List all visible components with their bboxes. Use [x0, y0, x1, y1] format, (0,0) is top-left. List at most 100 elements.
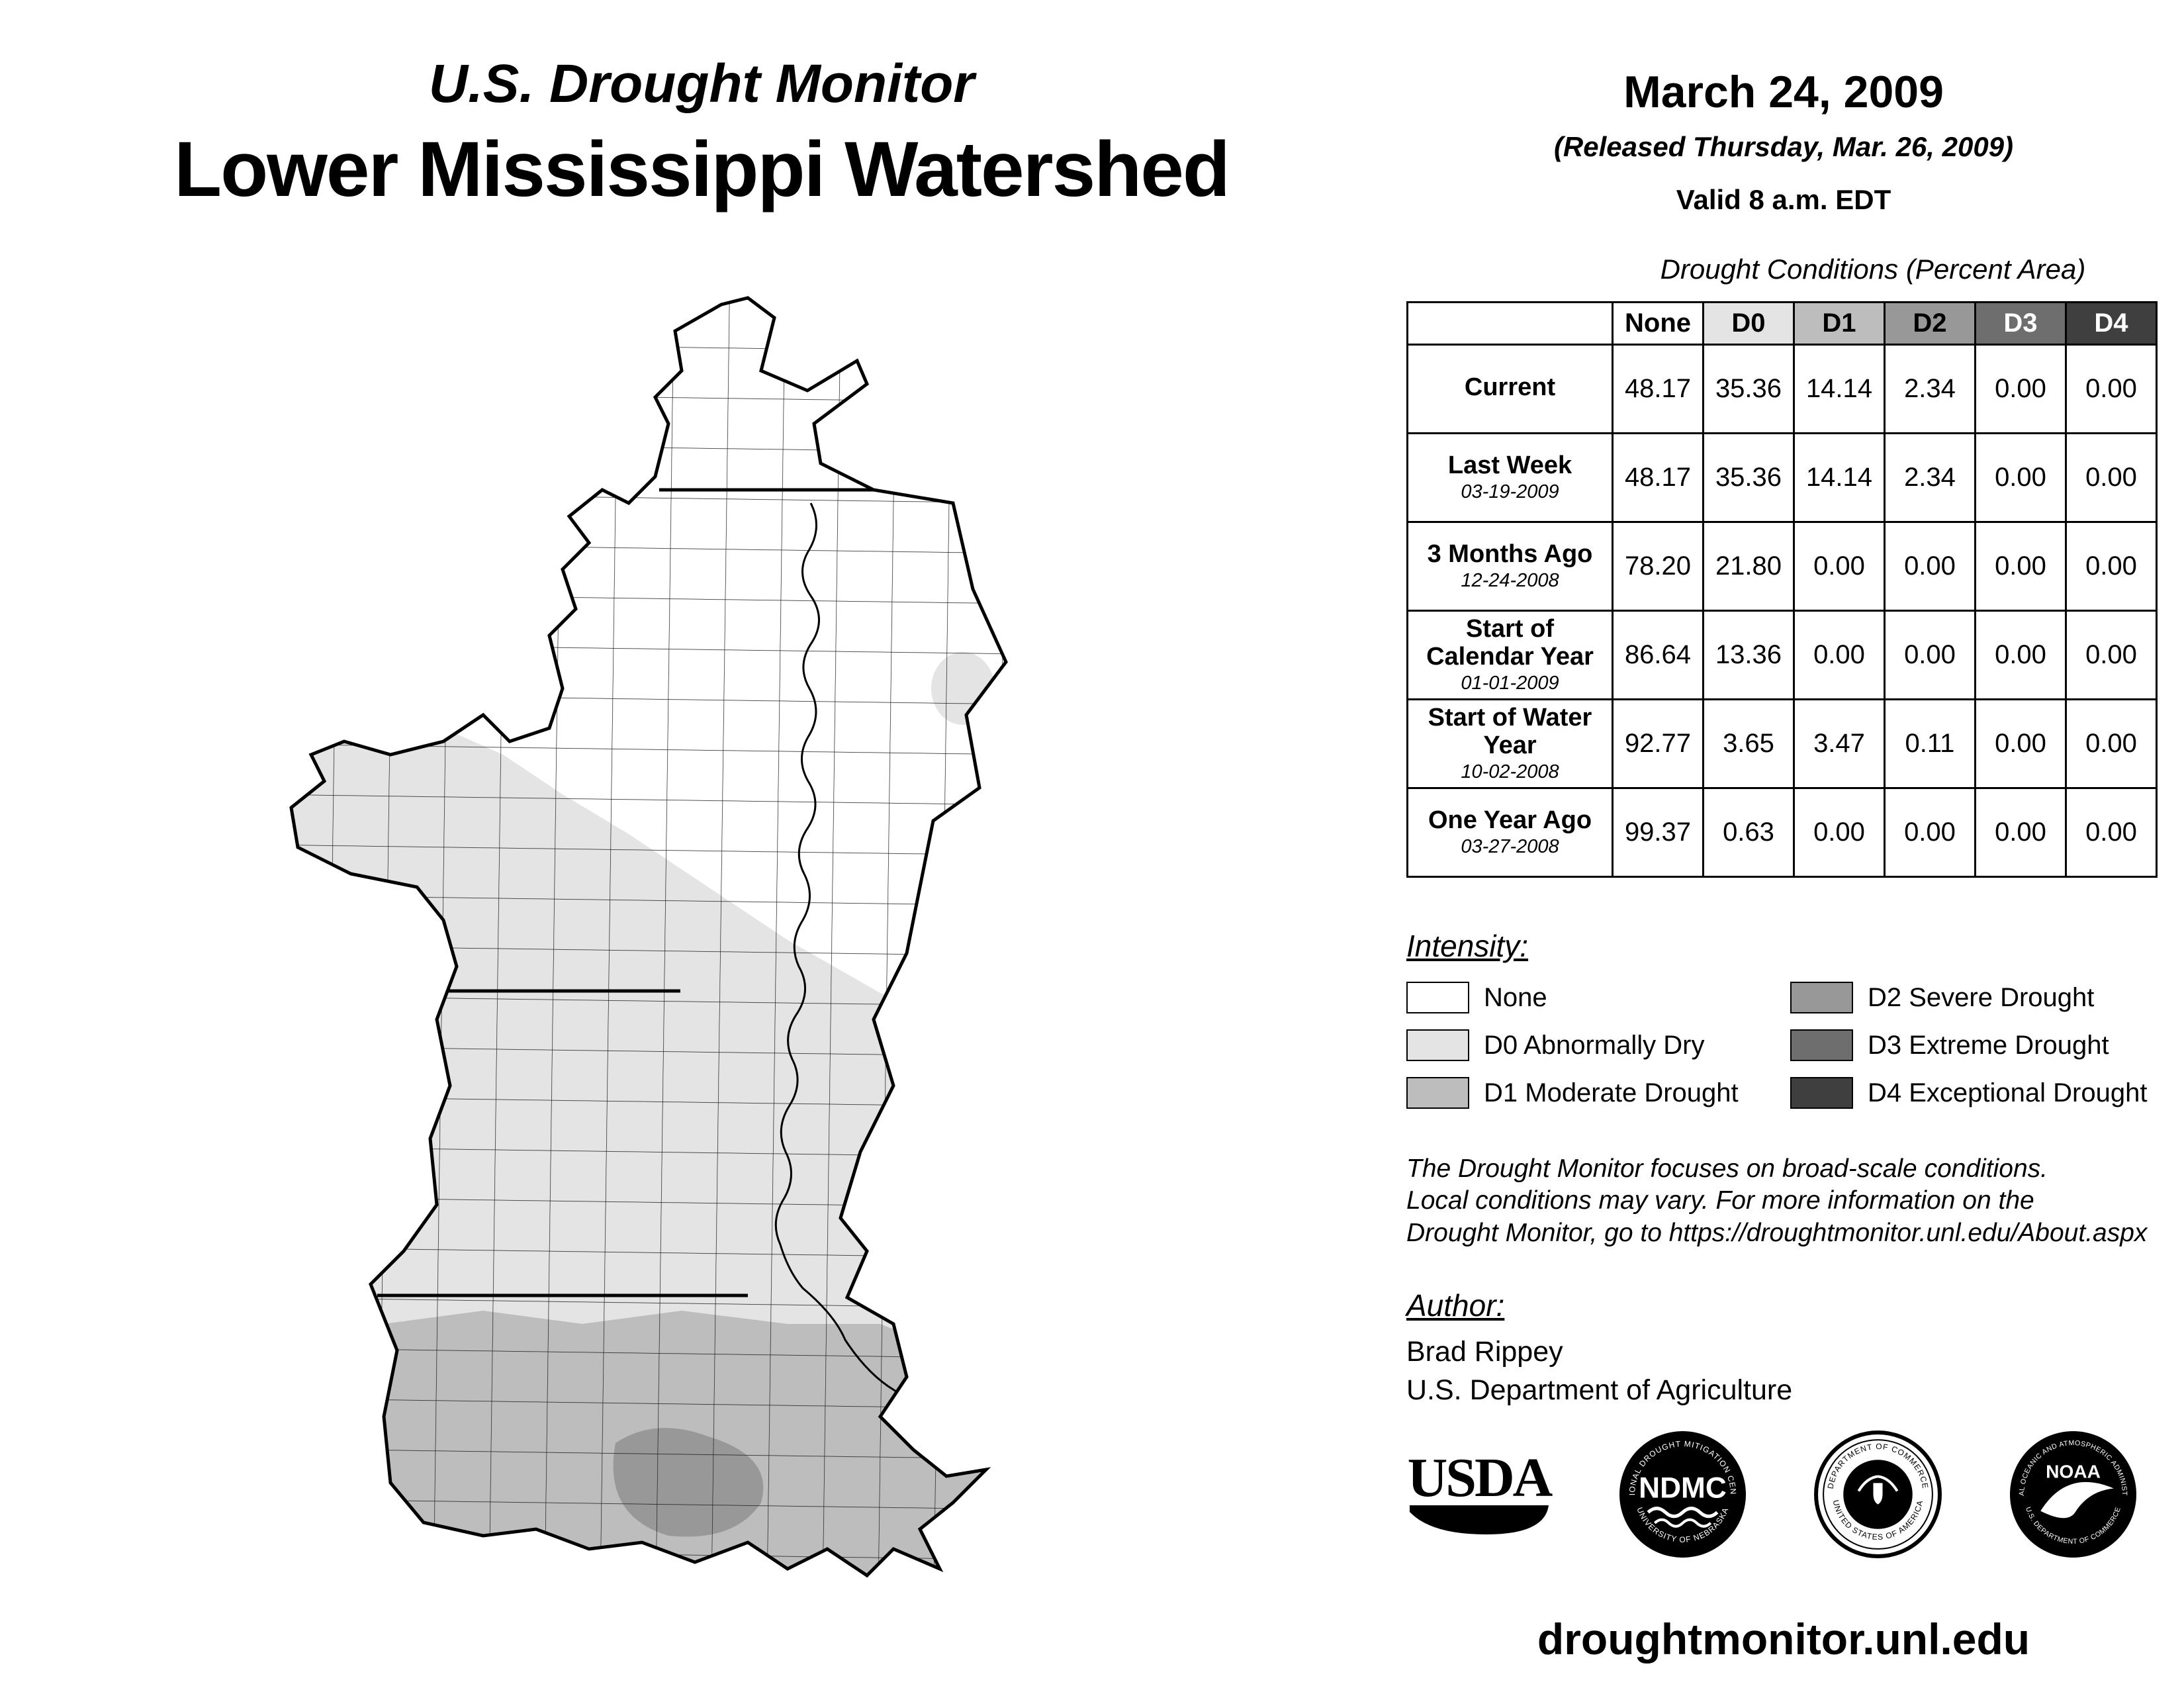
table-cell: 0.11: [1884, 698, 1976, 789]
table-cell: 0.00: [1793, 787, 1886, 878]
table-cell: 0.63: [1702, 787, 1795, 878]
doc-eagle-shield-icon: [1873, 1483, 1883, 1505]
table-cell: 35.36: [1702, 432, 1795, 523]
region-title: Lower Mississippi Watershed: [173, 126, 1230, 213]
table-cell: 21.80: [1702, 521, 1795, 612]
table-cell: 0.00: [2065, 610, 2158, 700]
legend-label: D2 Severe Drought: [1868, 982, 2095, 1012]
row-label-text: Start of Calendar Year: [1426, 614, 1594, 671]
row-label-date: 03-27-2008: [1461, 836, 1559, 858]
table-cell: 0.00: [1884, 610, 1976, 700]
row-label-start-calendar-year: Start of Calendar Year 01-01-2009: [1406, 610, 1614, 700]
footer-url: droughtmonitor.unl.edu: [1537, 1615, 2030, 1664]
usda-swoosh-icon: [1409, 1505, 1549, 1535]
legend-label: D0 Abnormally Dry: [1484, 1030, 1705, 1060]
legend-label: D4 Exceptional Drought: [1868, 1078, 2148, 1107]
legend-item-none: None: [1406, 982, 1790, 1013]
table-cell: 48.17: [1612, 344, 1704, 434]
row-label-start-water-year: Start of Water Year 10-02-2008: [1406, 698, 1614, 789]
table-cell: 2.34: [1884, 432, 1976, 523]
row-label-date: 10-02-2008: [1461, 761, 1559, 783]
table-header-row: None D0 D1 D2 D3 D4: [1406, 301, 2158, 346]
usda-logo-text: USDA: [1407, 1446, 1553, 1509]
disclaimer-line: The Drought Monitor focuses on broad-sca…: [1406, 1154, 2048, 1183]
table-cell: 0.00: [1974, 610, 2067, 700]
d3-swatch: [1790, 1029, 1853, 1061]
legend-column-left: None D0 Abnormally Dry D1 Moderate Droug…: [1406, 982, 1790, 1109]
column-header-d2: D2: [1884, 301, 1976, 346]
row-label-last-week: Last Week 03-19-2009: [1406, 432, 1614, 523]
table-cell: 78.20: [1612, 521, 1704, 612]
author-heading: Author:: [1406, 1288, 1505, 1323]
table-cell: 0.00: [1884, 521, 1976, 612]
valid-time: Valid 8 a.m. EDT: [1676, 184, 1891, 215]
author-organization: U.S. Department of Agriculture: [1406, 1374, 1793, 1406]
legend-label: D1 Moderate Drought: [1484, 1078, 1739, 1107]
legend-label: D3 Extreme Drought: [1868, 1030, 2109, 1060]
report-title: U.S. Drought Monitor: [428, 54, 975, 114]
ndmc-wave-icon: [1653, 1518, 1712, 1528]
row-label-text: Start of Water Year: [1428, 703, 1592, 759]
row-label-date: 12-24-2008: [1461, 570, 1559, 592]
column-header-d1: D1: [1793, 301, 1886, 346]
agency-logos: USDA NATIONAL DROUGHT MITIGATION CENTER …: [1406, 1430, 2138, 1559]
table-cell: 0.00: [1974, 521, 2067, 612]
row-label-current: Current: [1406, 344, 1614, 434]
county-boundaries: [291, 298, 1006, 1575]
table-row: Current 48.17 35.36 14.14 2.34 0.00 0.00: [1406, 344, 2158, 434]
table-row: Start of Water Year 10-02-2008 92.77 3.6…: [1406, 698, 2158, 789]
table-cell: 13.36: [1702, 610, 1795, 700]
table-row: Last Week 03-19-2009 48.17 35.36 14.14 2…: [1406, 432, 2158, 523]
table-cell: 0.00: [1974, 698, 2067, 789]
table-cell: 14.14: [1793, 344, 1886, 434]
table-cell: 3.47: [1793, 698, 1886, 789]
table-title: Drought Conditions (Percent Area): [1660, 254, 2086, 285]
legend-item-d3: D3 Extreme Drought: [1790, 1029, 2147, 1061]
table-cell: 0.00: [2065, 521, 2158, 612]
table-cell: 0.00: [1884, 787, 1976, 878]
legend-item-d4: D4 Exceptional Drought: [1790, 1077, 2147, 1109]
table-cell: 35.36: [1702, 344, 1795, 434]
commerce-seal-logo: DEPARTMENT OF COMMERCE UNITED STATES OF …: [1814, 1430, 1942, 1558]
column-header-none: None: [1612, 301, 1704, 346]
table-cell: 92.77: [1612, 698, 1704, 789]
doc-eagle-wings-icon: [1857, 1475, 1899, 1492]
table-cell: 0.00: [1974, 344, 2067, 434]
row-label-text: One Year Ago: [1428, 806, 1592, 834]
table-cell: 0.00: [1974, 432, 2067, 523]
ndmc-logo: NATIONAL DROUGHT MITIGATION CENTER UNIVE…: [1618, 1430, 1746, 1558]
table-cell: 48.17: [1612, 432, 1704, 523]
intensity-legend: None D0 Abnormally Dry D1 Moderate Droug…: [1406, 982, 2167, 1109]
disclaimer-text: The Drought Monitor focuses on broad-sca…: [1406, 1153, 2147, 1249]
row-label-3-months-ago: 3 Months Ago 12-24-2008: [1406, 521, 1614, 612]
mississippi-river-line: [774, 502, 951, 1460]
table-cell: 14.14: [1793, 432, 1886, 523]
table-cell: 0.00: [1974, 787, 2067, 878]
table-row: One Year Ago 03-27-2008 99.37 0.63 0.00 …: [1406, 787, 2158, 878]
legend-item-d2: D2 Severe Drought: [1790, 982, 2147, 1013]
table-cell: 86.64: [1612, 610, 1704, 700]
noaa-bird-icon: [2040, 1481, 2114, 1519]
table-corner-cell: [1406, 301, 1614, 346]
table-cell: 99.37: [1612, 787, 1704, 878]
row-label-text: 3 Months Ago: [1427, 539, 1593, 568]
watershed-map: [289, 296, 1008, 1578]
table-cell: 2.34: [1884, 344, 1976, 434]
noaa-logo: NATIONAL OCEANIC AND ATMOSPHERIC ADMINIS…: [2009, 1430, 2136, 1558]
legend-title: Intensity:: [1406, 929, 1529, 963]
row-label-one-year-ago: One Year Ago 03-27-2008: [1406, 787, 1614, 878]
column-header-d0: D0: [1702, 301, 1795, 346]
usda-logo: USDA: [1406, 1446, 1553, 1538]
legend-item-d0: D0 Abnormally Dry: [1406, 1029, 1790, 1061]
row-label-text: Last Week: [1447, 451, 1572, 479]
row-label-text: Current: [1464, 373, 1556, 401]
release-date: (Released Thursday, Mar. 26, 2009): [1553, 131, 2014, 162]
legend-column-right: D2 Severe Drought D3 Extreme Drought D4 …: [1790, 982, 2147, 1109]
table-row: Start of Calendar Year 01-01-2009 86.64 …: [1406, 610, 2158, 700]
author-name: Brad Rippey: [1406, 1336, 1563, 1368]
table-cell: 0.00: [2065, 344, 2158, 434]
disclaimer-line: Local conditions may vary. For more info…: [1406, 1186, 2034, 1215]
d1-swatch: [1406, 1077, 1469, 1109]
ndmc-wave-icon: [1647, 1507, 1719, 1519]
d4-swatch: [1790, 1077, 1853, 1109]
